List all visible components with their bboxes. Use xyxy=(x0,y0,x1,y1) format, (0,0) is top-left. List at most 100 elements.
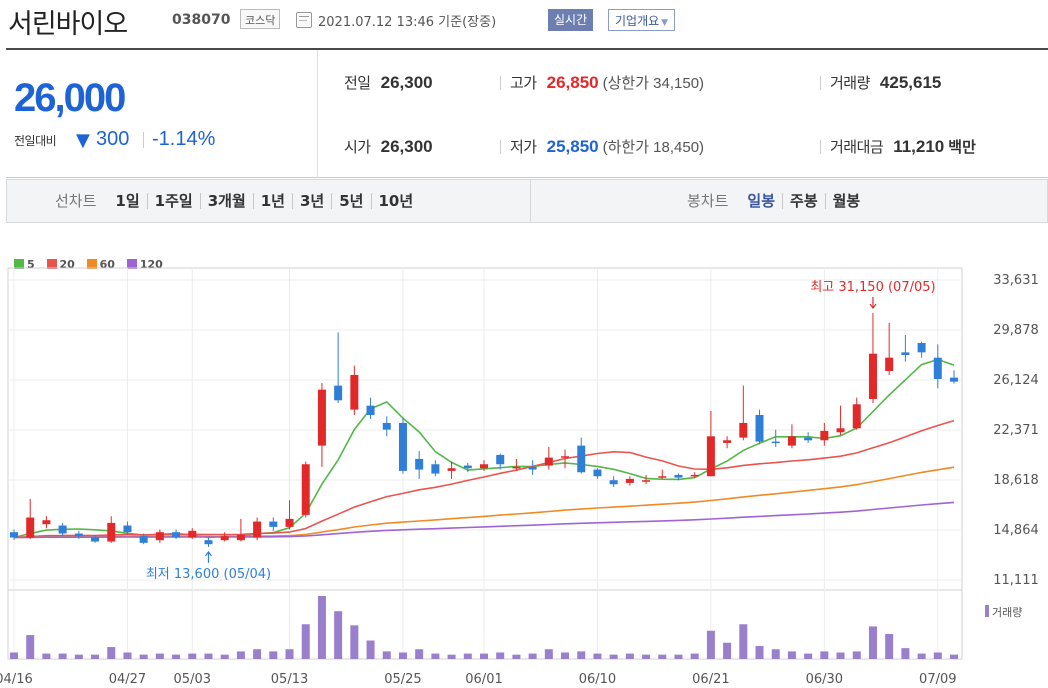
current-price: 26,000 xyxy=(14,76,126,120)
calendar-icon xyxy=(296,12,312,28)
quote-summary: 26,000 전일대비 ▼ 300 -1.14% 전일 26,300 시가 26,3… xyxy=(6,48,1048,178)
company-overview-dropdown[interactable]: 기업개요 ▼ xyxy=(608,9,676,31)
tab-5y[interactable]: 5년 xyxy=(331,193,370,209)
volume-bar xyxy=(139,654,148,659)
x-tick-label: 06/01 xyxy=(465,672,502,687)
candle-chart-tabs: 봉차트 일봉 주봉 월봉 xyxy=(687,192,867,210)
prev-close: 전일 26,300 xyxy=(344,72,433,93)
volume-bar xyxy=(26,635,35,659)
candle-body xyxy=(366,405,375,415)
tab-3y[interactable]: 3년 xyxy=(292,193,331,209)
candle-body xyxy=(107,522,116,542)
volume-bar xyxy=(804,653,813,659)
candle-body xyxy=(220,536,229,541)
volume-bar xyxy=(123,652,132,659)
candle-body xyxy=(172,532,181,538)
stock-code: 038070 xyxy=(172,12,231,28)
volume-bar xyxy=(366,640,375,659)
tab-10y[interactable]: 10년 xyxy=(370,193,421,209)
volume-bar xyxy=(301,624,310,659)
volume-bar xyxy=(480,653,488,659)
candlestick-chart[interactable]: 33,631 29,878 26,124 22,371 18,618 14,864 11,1… xyxy=(0,248,1048,688)
volume-value: 425,615 xyxy=(879,73,942,92)
candle-body xyxy=(415,458,424,470)
candle-body xyxy=(26,517,35,538)
tab-daily[interactable]: 일봉 xyxy=(747,192,776,210)
candle-body xyxy=(674,474,683,478)
candle-body xyxy=(301,464,310,515)
candle-body xyxy=(723,440,732,443)
candle-body xyxy=(593,469,602,477)
volume-bar xyxy=(107,647,116,659)
legend-swatch xyxy=(86,259,97,269)
candle-body xyxy=(285,518,294,527)
y-tick-label: 22,371 xyxy=(993,423,1039,438)
tab-monthly[interactable]: 월봉 xyxy=(824,193,868,209)
realtime-button[interactable]: 실시간 xyxy=(548,9,594,31)
candle-body xyxy=(658,476,667,478)
amount-label: 거래대금 xyxy=(830,138,884,156)
ma-line-20 xyxy=(13,419,955,539)
volume-bar xyxy=(269,651,278,659)
candle-body xyxy=(901,352,910,356)
volume-bar xyxy=(739,624,748,659)
x-tick-label: 05/03 xyxy=(174,672,211,687)
high-label: 고가 xyxy=(510,74,537,92)
volume-bar xyxy=(885,634,894,659)
candle-body xyxy=(804,437,813,441)
candle-body xyxy=(868,353,877,399)
volume-bar xyxy=(285,649,294,659)
price-cell: 26,000 전일대비 ▼ 300 -1.14% xyxy=(6,50,318,178)
candle-body xyxy=(917,343,926,353)
candle-body xyxy=(690,474,699,477)
candle-body xyxy=(123,525,132,533)
candle-body xyxy=(253,521,262,538)
low-annotation: 최저 13,600 (05/04) xyxy=(146,567,271,582)
volume-bar xyxy=(447,654,456,659)
high-annotation: 최고 31,150 (07/05) xyxy=(810,280,935,295)
divider xyxy=(820,76,821,90)
volume-bar xyxy=(172,654,181,659)
low-arrow xyxy=(205,550,212,563)
volume-legend-swatch xyxy=(985,605,989,617)
volume-bar xyxy=(10,652,18,659)
candle-body xyxy=(317,389,326,446)
tab-1y[interactable]: 1년 xyxy=(252,193,292,209)
prev-close-label: 전일 xyxy=(344,74,371,92)
volume-bar xyxy=(463,653,472,659)
lower-limit: (하한가 18,450) xyxy=(602,139,705,156)
candle-body xyxy=(155,532,164,541)
tab-weekly[interactable]: 주봉 xyxy=(782,193,825,209)
legend-ma5[interactable]: 5 xyxy=(14,258,35,271)
volume-legend-label: 거래량 xyxy=(992,606,1022,619)
volume-bar xyxy=(350,625,359,659)
candle-body xyxy=(771,441,780,444)
tab-1w[interactable]: 1주일 xyxy=(146,193,200,209)
candle-body xyxy=(334,385,343,401)
x-tick-label: 05/13 xyxy=(271,672,308,687)
candle-chart-head: 봉차트 xyxy=(687,192,729,210)
x-tick-label: 07/09 xyxy=(919,672,956,687)
candle-body xyxy=(933,357,942,379)
y-tick-label: 33,631 xyxy=(993,273,1039,288)
volume-bar xyxy=(820,651,829,659)
volume-bar xyxy=(836,652,845,659)
volume-bar xyxy=(74,654,83,659)
volume-bar xyxy=(91,654,100,659)
down-arrow-icon: ▼ xyxy=(76,130,90,151)
volume-bar xyxy=(852,651,861,659)
tab-3m[interactable]: 3개월 xyxy=(199,193,253,209)
tab-1d[interactable]: 1일 xyxy=(115,192,140,210)
volume-bar xyxy=(58,653,67,659)
candle-body xyxy=(625,478,634,483)
high-arrow xyxy=(869,297,877,310)
candle-body xyxy=(188,530,197,538)
y-tick-label: 26,124 xyxy=(993,373,1039,388)
candle-body xyxy=(74,533,83,537)
candle-body xyxy=(58,525,67,534)
volume-bar xyxy=(933,652,942,659)
chart-tabs: 선차트 1일 1주일 3개월 1년 3년 5년 10년 봉차트 일봉 주봉 월봉 xyxy=(6,179,1048,223)
volume-bar xyxy=(787,651,796,659)
legend-label: 5 xyxy=(27,258,35,271)
upper-limit: (상한가 34,150) xyxy=(602,75,705,92)
